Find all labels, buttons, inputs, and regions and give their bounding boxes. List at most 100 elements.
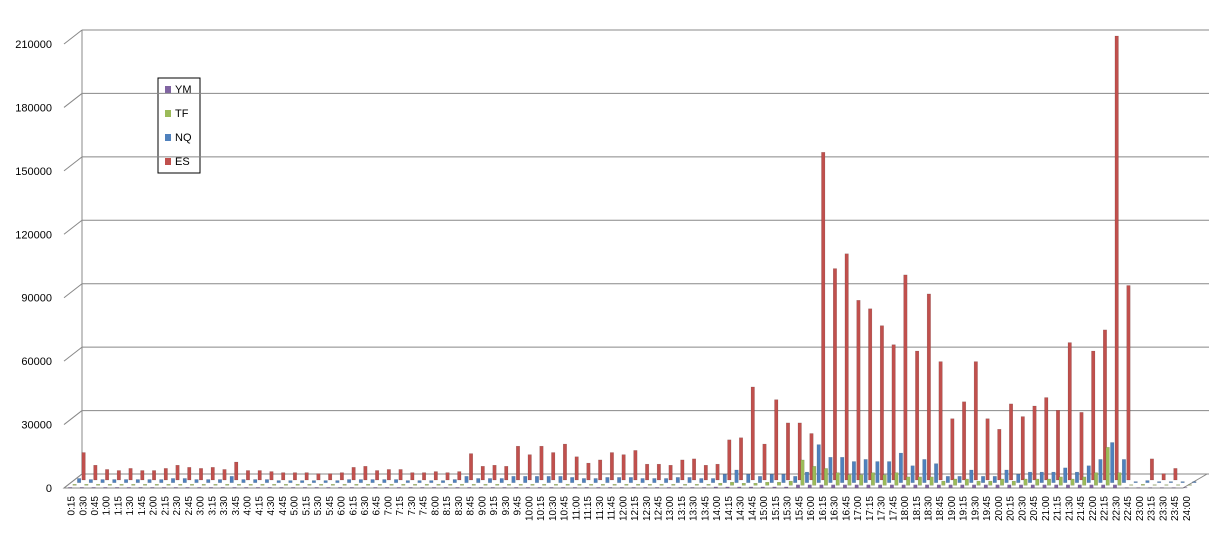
bar bbox=[887, 461, 892, 483]
bar bbox=[612, 484, 617, 486]
y-tick-label: 0 bbox=[46, 483, 52, 495]
bar bbox=[574, 456, 579, 481]
bar bbox=[562, 443, 567, 481]
bar bbox=[1007, 484, 1012, 489]
bar bbox=[551, 452, 556, 481]
bar bbox=[1176, 484, 1181, 486]
bar bbox=[197, 487, 202, 489]
bar bbox=[1089, 484, 1094, 489]
bar bbox=[492, 465, 497, 481]
bar bbox=[917, 476, 922, 486]
bar bbox=[812, 466, 817, 486]
bar bbox=[1164, 484, 1169, 486]
bar bbox=[361, 487, 366, 489]
legend-swatch bbox=[165, 134, 171, 141]
x-tick-label: 9:00 bbox=[477, 496, 488, 516]
x-tick-label: 7:15 bbox=[395, 496, 406, 516]
bar bbox=[750, 386, 755, 481]
bar bbox=[596, 487, 601, 489]
bar bbox=[800, 459, 805, 486]
bar bbox=[342, 484, 347, 486]
bar bbox=[995, 484, 1000, 489]
bar bbox=[831, 484, 836, 489]
bar bbox=[828, 457, 833, 483]
bar bbox=[824, 468, 828, 486]
x-tick-label: 15:45 bbox=[794, 496, 805, 521]
bar bbox=[598, 459, 603, 481]
grid-bevel bbox=[63, 93, 83, 108]
grid-bevel bbox=[63, 346, 83, 362]
x-tick-label: 12:45 bbox=[653, 496, 664, 521]
bar bbox=[72, 484, 77, 486]
bar bbox=[1101, 484, 1106, 489]
bar bbox=[304, 472, 309, 481]
x-tick-label: 20:15 bbox=[1006, 496, 1017, 521]
bar bbox=[469, 453, 473, 481]
bar bbox=[690, 487, 695, 489]
bar bbox=[878, 484, 883, 489]
bar bbox=[288, 480, 293, 483]
bar bbox=[730, 481, 734, 486]
bar bbox=[339, 472, 344, 481]
bar bbox=[570, 477, 575, 483]
bar bbox=[88, 479, 93, 483]
bar bbox=[283, 484, 288, 486]
bar bbox=[213, 484, 218, 486]
bar bbox=[765, 481, 770, 486]
bar bbox=[483, 484, 488, 486]
bar bbox=[699, 478, 704, 483]
x-tick-label: 5:30 bbox=[313, 496, 324, 516]
bar bbox=[140, 470, 145, 481]
bar bbox=[241, 479, 246, 483]
bar bbox=[1028, 471, 1032, 483]
bar bbox=[722, 474, 727, 483]
bar bbox=[537, 487, 542, 489]
x-tick-label: 13:45 bbox=[700, 496, 711, 521]
bar bbox=[292, 472, 297, 481]
bar bbox=[762, 443, 767, 481]
bar bbox=[448, 484, 453, 486]
bar bbox=[1140, 484, 1145, 486]
x-tick-label: 11:45 bbox=[607, 496, 618, 521]
bar bbox=[316, 473, 321, 481]
x-tick-label: 12:00 bbox=[618, 496, 629, 521]
bar bbox=[128, 468, 133, 481]
bar bbox=[190, 484, 194, 486]
x-tick-label: 18:00 bbox=[900, 496, 911, 521]
bar bbox=[659, 484, 664, 486]
bar bbox=[879, 325, 884, 481]
x-tick-label: 16:45 bbox=[841, 496, 852, 521]
x-tick-label: 21:15 bbox=[1053, 496, 1064, 521]
x-tick-label: 3:15 bbox=[207, 496, 218, 516]
bar bbox=[152, 470, 157, 481]
bar bbox=[162, 487, 166, 489]
bar bbox=[565, 484, 570, 486]
bar bbox=[786, 422, 790, 481]
x-tick-label: 6:45 bbox=[372, 496, 383, 516]
x-tick-label: 18:45 bbox=[935, 496, 946, 521]
bar bbox=[535, 476, 539, 483]
bar bbox=[124, 479, 129, 483]
bar bbox=[973, 361, 978, 481]
bar bbox=[703, 465, 708, 481]
bar bbox=[628, 477, 633, 483]
bar bbox=[553, 484, 558, 486]
x-tick-label: 23:45 bbox=[1170, 496, 1181, 521]
x-tick-label: 7:45 bbox=[419, 496, 430, 516]
bar bbox=[347, 479, 352, 483]
bar bbox=[926, 293, 931, 481]
bar bbox=[209, 487, 213, 489]
bar bbox=[178, 484, 183, 486]
bar bbox=[490, 487, 495, 489]
bar bbox=[199, 468, 203, 481]
bar bbox=[739, 437, 743, 481]
bar bbox=[633, 450, 638, 481]
x-tick-label: 17:30 bbox=[877, 496, 888, 521]
bar bbox=[784, 486, 789, 489]
bar bbox=[138, 487, 143, 489]
bar bbox=[655, 487, 660, 489]
bar bbox=[687, 477, 692, 483]
x-tick-label: 8:15 bbox=[442, 496, 453, 516]
bar bbox=[386, 469, 391, 481]
x-tick-label: 13:15 bbox=[677, 496, 688, 521]
